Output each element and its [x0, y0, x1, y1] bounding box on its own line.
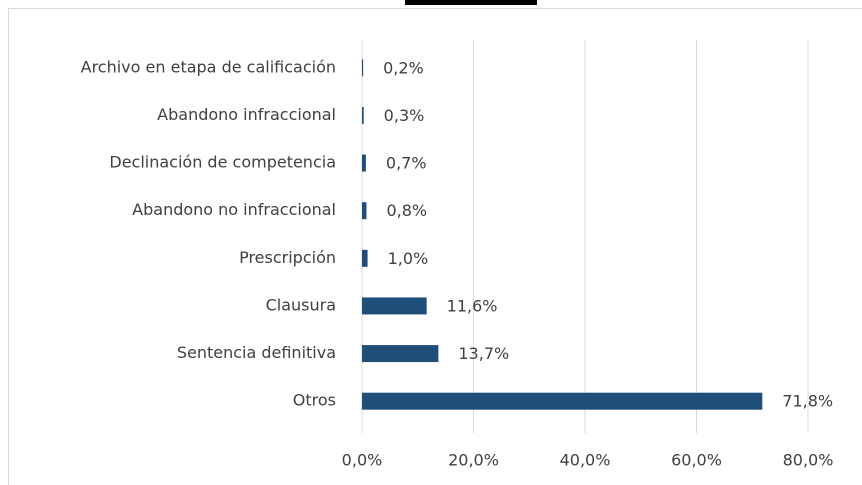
bar	[362, 249, 368, 267]
bar	[362, 345, 439, 363]
bar	[362, 202, 367, 220]
data-label: 1,0%	[388, 249, 429, 268]
x-tick-label: 20,0%	[448, 451, 499, 470]
data-label: 0,2%	[383, 58, 424, 77]
chart-frame	[8, 8, 862, 485]
title-bar	[405, 0, 537, 5]
y-tick-label: Otros	[293, 391, 336, 410]
data-label: 13,7%	[458, 344, 509, 363]
bar	[362, 106, 364, 124]
y-tick-label: Archivo en etapa de calificación	[81, 57, 336, 76]
y-tick-label: Abandono no infraccional	[132, 200, 336, 219]
y-tick-label: Prescripción	[239, 248, 336, 267]
bar	[362, 392, 763, 410]
x-tick-label: 0,0%	[342, 451, 383, 470]
data-label: 0,7%	[386, 154, 427, 173]
x-tick-label: 80,0%	[783, 451, 834, 470]
bar	[362, 154, 366, 172]
y-tick-label: Clausura	[266, 295, 336, 314]
data-label: 71,8%	[782, 392, 833, 411]
x-tick-label: 60,0%	[671, 451, 722, 470]
data-label: 0,8%	[386, 201, 427, 220]
data-label: 11,6%	[447, 296, 498, 315]
bar	[362, 59, 364, 77]
data-label: 0,3%	[384, 106, 425, 125]
bar	[362, 297, 427, 315]
x-tick-label: 40,0%	[560, 451, 611, 470]
y-tick-label: Declinación de competencia	[109, 153, 336, 172]
y-tick-label: Abandono infraccional	[157, 105, 336, 124]
y-tick-label: Sentencia definitiva	[177, 343, 336, 362]
